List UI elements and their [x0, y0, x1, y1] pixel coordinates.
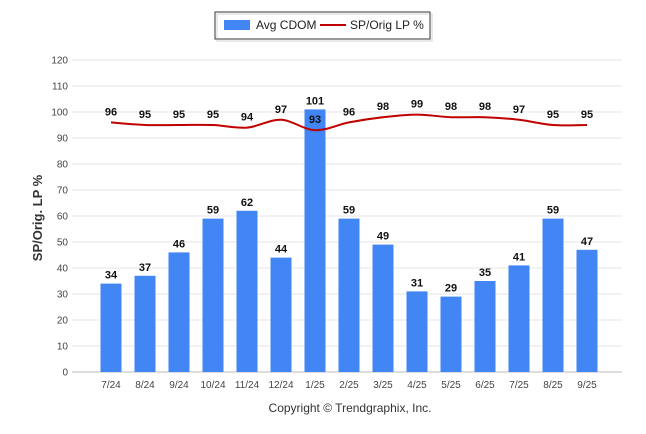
bar-9-24 — [168, 252, 190, 372]
x-tick-label: 1/25 — [305, 380, 325, 391]
bar-value-label: 59 — [207, 205, 219, 217]
line-value-label: 94 — [241, 112, 254, 124]
y-axis-ticks: 0 10 20 30 40 50 60 70 80 90 100 110 120 — [51, 56, 68, 379]
bar-10-24 — [202, 218, 224, 372]
bar-labels: 34 37 46 59 62 44 101 59 49 31 29 35 41 59 47 — [105, 95, 593, 294]
legend: Avg CDOM SP/Orig LP % — [214, 11, 433, 42]
y-axis-title: SP/Orig. LP % — [30, 174, 45, 261]
y-tick-label: 90 — [57, 134, 69, 145]
bar-8-25 — [542, 218, 564, 372]
bar-9-25 — [576, 249, 598, 372]
bar-3-25 — [372, 244, 394, 372]
bar-11-24 — [236, 210, 258, 372]
x-tick-label: 10/24 — [200, 380, 225, 391]
y-tick-label: 30 — [57, 290, 69, 301]
x-tick-label: 7/25 — [509, 380, 529, 391]
legend-shadow — [216, 13, 433, 42]
legend-swatch-bar — [224, 20, 250, 30]
x-axis-ticks: 7/24 8/24 9/24 10/24 11/24 12/24 1/25 2/25 3/25 4… — [101, 380, 597, 391]
line-series — [110, 113, 588, 132]
line-value-label: 97 — [513, 104, 525, 116]
bar-6-25 — [474, 281, 496, 372]
bar-1-25 — [304, 109, 326, 373]
bar-value-label: 37 — [139, 262, 151, 274]
bar-value-label: 49 — [377, 231, 389, 243]
x-tick-label: 6/25 — [475, 380, 495, 391]
bar-value-label: 29 — [445, 283, 457, 295]
y-tick-label: 100 — [51, 108, 68, 119]
legend-label-bar: Avg CDOM — [256, 18, 316, 32]
y-tick-label: 120 — [51, 56, 68, 67]
line-value-label: 95 — [173, 109, 185, 121]
bar-7-24 — [100, 283, 122, 372]
x-tick-label: 3/25 — [373, 380, 393, 391]
line-value-label: 95 — [139, 109, 151, 121]
x-tick-label: 8/25 — [543, 380, 563, 391]
bars — [100, 109, 598, 373]
y-tick-label: 20 — [57, 316, 69, 327]
bar-8-24 — [134, 275, 156, 372]
line-value-label: 99 — [411, 99, 423, 111]
bar-12-24 — [270, 257, 292, 372]
bar-2-25 — [338, 218, 360, 372]
y-tick-label: 10 — [57, 342, 69, 353]
x-tick-label: 4/25 — [407, 380, 427, 391]
bar-value-label: 62 — [241, 197, 253, 209]
copyright-text: Copyright © Trendgraphix, Inc. — [269, 401, 432, 415]
bar-value-label: 34 — [105, 270, 118, 282]
x-tick-label: 5/25 — [441, 380, 461, 391]
line-value-label: 98 — [445, 101, 457, 113]
x-tick-label: 8/24 — [135, 380, 155, 391]
line-value-label: 98 — [479, 101, 491, 113]
bar-value-label: 59 — [547, 205, 559, 217]
legend-label-line: SP/Orig LP % — [350, 18, 424, 32]
y-tick-label: 60 — [57, 212, 69, 223]
line-value-label: 97 — [275, 104, 287, 116]
line-labels: 96 95 95 95 94 97 93 96 98 99 98 98 97 95 95 — [105, 99, 593, 127]
bar-5-25 — [440, 296, 462, 372]
line-value-label: 96 — [105, 106, 117, 118]
y-tick-label: 50 — [57, 238, 69, 249]
y-tick-label: 40 — [57, 264, 69, 275]
bar-value-label: 41 — [513, 251, 525, 263]
bar-value-label: 47 — [581, 236, 593, 248]
y-tick-label: 0 — [62, 368, 68, 379]
x-tick-label: 12/24 — [268, 380, 293, 391]
bar-7-25 — [508, 265, 530, 372]
bar-4-25 — [406, 291, 428, 372]
y-tick-label: 110 — [52, 82, 68, 93]
y-tick-label: 70 — [57, 186, 69, 197]
line-value-label: 96 — [343, 106, 355, 118]
bar-value-label: 44 — [275, 244, 288, 256]
x-tick-label: 7/24 — [101, 380, 121, 391]
line-value-label: 95 — [547, 109, 559, 121]
y-tick-label: 80 — [57, 160, 69, 171]
x-tick-label: 11/24 — [235, 380, 260, 391]
sp-orig-lp-line — [110, 113, 588, 132]
line-value-label: 98 — [377, 101, 389, 113]
x-tick-label: 9/25 — [577, 380, 597, 391]
bar-value-label: 59 — [343, 205, 355, 217]
line-value-label: 93 — [309, 114, 321, 126]
x-tick-label: 2/25 — [339, 380, 359, 391]
bar-value-label: 101 — [306, 95, 324, 107]
x-tick-label: 9/24 — [169, 380, 189, 391]
bar-value-label: 46 — [173, 238, 185, 250]
line-value-label: 95 — [207, 109, 219, 121]
bar-value-label: 35 — [479, 267, 491, 279]
line-value-label: 95 — [581, 109, 593, 121]
bar-value-label: 31 — [411, 277, 423, 289]
